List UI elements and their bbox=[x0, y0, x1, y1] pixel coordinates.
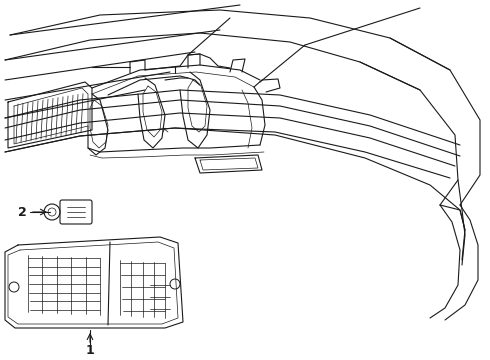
Text: 1: 1 bbox=[86, 343, 95, 356]
FancyBboxPatch shape bbox=[60, 200, 92, 224]
Text: 2: 2 bbox=[18, 206, 26, 219]
